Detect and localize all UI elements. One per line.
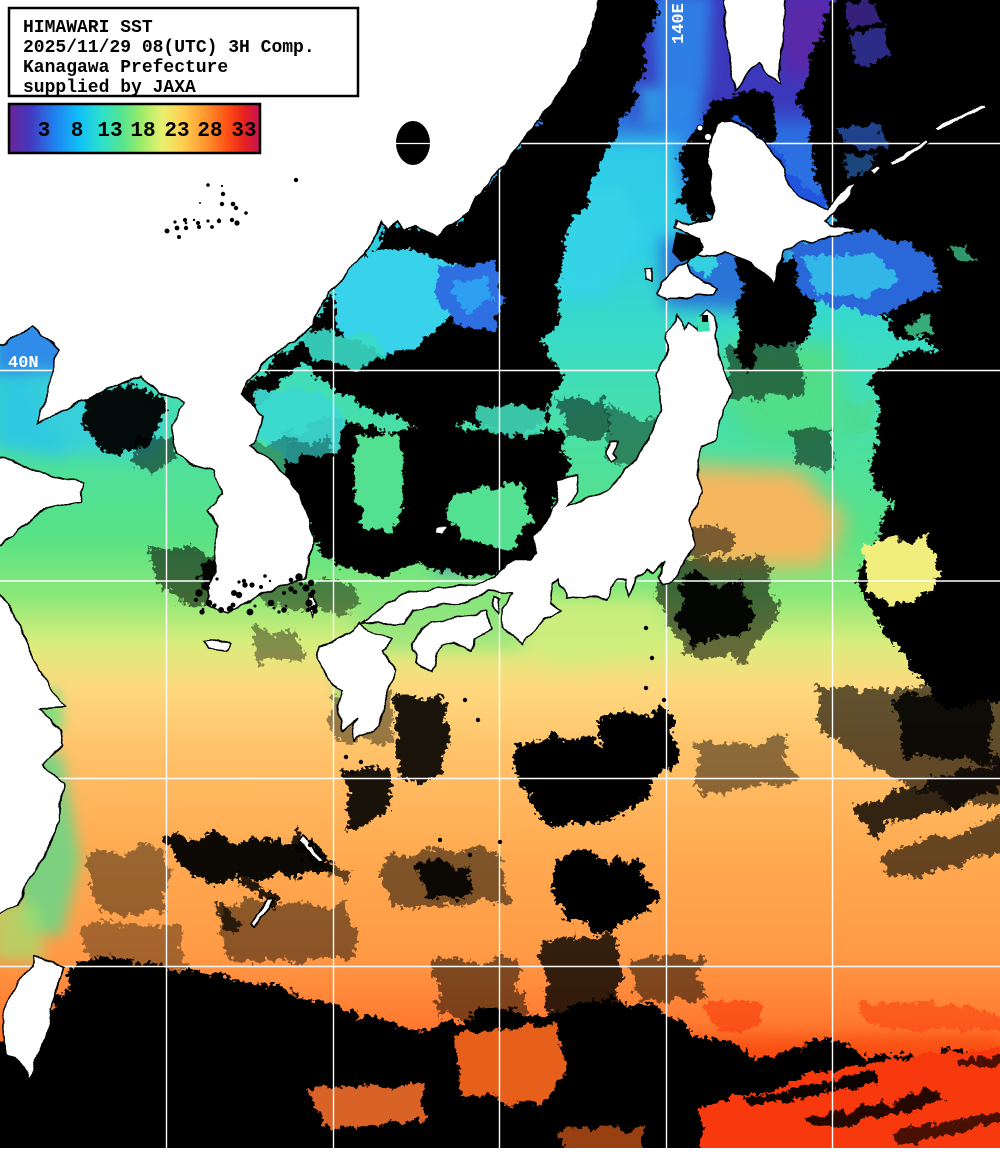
svg-text:140E: 140E: [670, 3, 689, 44]
svg-text:23: 23: [164, 120, 189, 143]
svg-text:supplied by JAXA: supplied by JAXA: [23, 78, 196, 98]
svg-text:40N: 40N: [8, 354, 39, 373]
svg-text:Kanagawa Prefecture: Kanagawa Prefecture: [23, 58, 228, 78]
svg-text:13: 13: [97, 120, 122, 143]
svg-text:28: 28: [197, 120, 222, 143]
svg-text:3: 3: [38, 120, 51, 143]
svg-text:30N: 30N: [8, 761, 39, 780]
svg-text:33: 33: [231, 120, 256, 143]
svg-text:8: 8: [71, 120, 84, 143]
svg-text:HIMAWARI SST: HIMAWARI SST: [23, 18, 153, 38]
svg-text:2025/11/29 08(UTC) 3H Comp.: 2025/11/29 08(UTC) 3H Comp.: [23, 38, 315, 58]
svg-text:18: 18: [130, 120, 155, 143]
